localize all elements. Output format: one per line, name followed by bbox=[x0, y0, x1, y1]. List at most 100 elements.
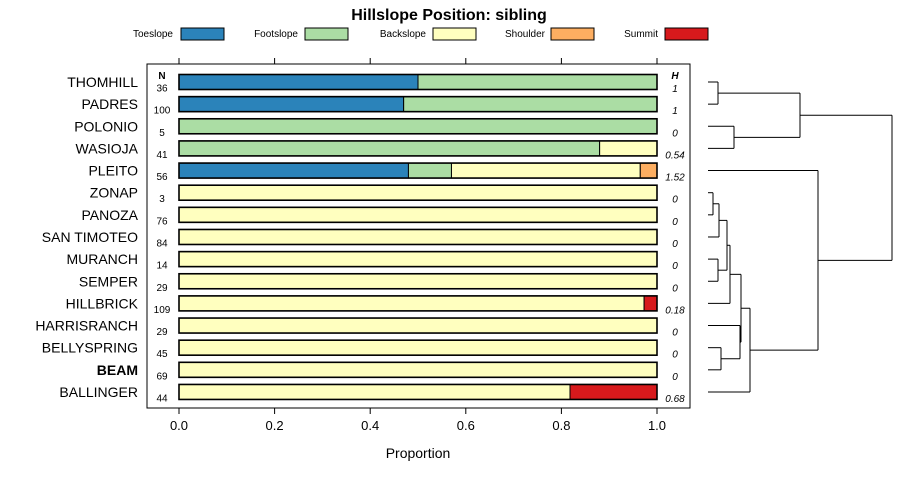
row-panoza: PANOZA 76 0 bbox=[81, 206, 678, 228]
row-san-timoteo: SAN TIMOTEO 84 0 bbox=[42, 228, 678, 250]
bar-outline bbox=[178, 162, 658, 179]
n-value: 5 bbox=[159, 128, 165, 139]
bar-segment-footslope bbox=[417, 74, 658, 90]
bar-segment-backslope bbox=[178, 184, 658, 201]
legend-swatch-footslope bbox=[304, 27, 349, 41]
bar-outline bbox=[178, 228, 658, 246]
bar-segment-backslope bbox=[178, 206, 658, 223]
row-label: HILLBRICK bbox=[66, 295, 139, 311]
row-pleito: PLEITO 56 1.52 bbox=[88, 162, 685, 184]
h-value: 0 bbox=[672, 239, 678, 250]
x-tick-label: 0.4 bbox=[361, 418, 379, 433]
legend-label-backslope: Backslope bbox=[380, 29, 427, 40]
h-value: 0 bbox=[672, 261, 678, 272]
h-value: 0 bbox=[672, 283, 678, 294]
row-label: WASIOJA bbox=[76, 140, 139, 156]
bar-segment-backslope bbox=[178, 361, 658, 378]
h-value: 0 bbox=[672, 128, 678, 139]
bar-outline bbox=[178, 140, 658, 157]
h-value: 0 bbox=[672, 217, 678, 228]
bar-segment-backslope bbox=[178, 251, 658, 268]
h-value: 1 bbox=[672, 106, 678, 117]
row-beam: BEAM 69 0 bbox=[97, 361, 678, 383]
bar-segment-backslope bbox=[178, 339, 658, 356]
bar-segment-backslope bbox=[178, 228, 658, 245]
n-value: 41 bbox=[156, 150, 168, 161]
x-tick-label: 0.2 bbox=[266, 418, 284, 433]
h-value: 0.18 bbox=[665, 305, 685, 316]
row-hillbrick: HILLBRICK 109 0.18 bbox=[66, 295, 685, 316]
bar-segment-backslope bbox=[178, 295, 645, 312]
x-tick-label: 1.0 bbox=[648, 418, 666, 433]
row-label: BALLINGER bbox=[59, 384, 138, 400]
bar-segment-toeslope bbox=[178, 96, 405, 113]
row-muranch: MURANCH 14 0 bbox=[66, 250, 678, 272]
n-value: 100 bbox=[154, 106, 171, 117]
legend-label-footslope: Footslope bbox=[254, 29, 298, 40]
bar-outline bbox=[178, 295, 658, 312]
n-column-header: N bbox=[158, 71, 165, 82]
plot-panel bbox=[146, 63, 691, 409]
n-value: 84 bbox=[156, 238, 168, 249]
n-value: 36 bbox=[156, 84, 168, 95]
h-value: 0 bbox=[672, 195, 678, 206]
bar-outline bbox=[178, 272, 658, 290]
h-value: 1.52 bbox=[665, 173, 685, 184]
bar-segment-backslope bbox=[599, 140, 658, 157]
row-zonap: ZONAP 3 0 bbox=[90, 184, 678, 206]
legend-label-toeslope: Toeslope bbox=[133, 29, 173, 40]
bar-segment-backslope bbox=[178, 383, 571, 400]
n-value: 3 bbox=[159, 194, 165, 205]
n-value: 29 bbox=[156, 283, 168, 294]
bar-segment-toeslope bbox=[178, 162, 409, 179]
row-label: THOMHILL bbox=[67, 74, 138, 90]
h-value: 0 bbox=[672, 350, 678, 361]
row-polonio: POLONIO 5 0 bbox=[74, 117, 678, 139]
bar-segment-toeslope bbox=[178, 74, 419, 90]
legend-swatch-backslope bbox=[432, 27, 477, 41]
h-value: 0.68 bbox=[665, 394, 685, 405]
bar-segment-footslope bbox=[178, 118, 658, 135]
h-value: 0 bbox=[672, 372, 678, 383]
bar-outline bbox=[178, 339, 658, 356]
row-padres: PADRES 100 1 bbox=[81, 95, 678, 117]
bar-segment-footslope bbox=[178, 140, 601, 157]
h-value: 0 bbox=[672, 328, 678, 339]
row-label: PLEITO bbox=[88, 163, 138, 179]
bar-outline bbox=[178, 361, 658, 379]
row-label: POLONIO bbox=[74, 118, 138, 134]
bar-segment-summit bbox=[643, 295, 658, 312]
row-label: BELLYSPRING bbox=[42, 340, 138, 356]
n-value: 109 bbox=[154, 305, 171, 316]
bar-outline bbox=[178, 250, 658, 268]
bar-segment-backslope bbox=[450, 162, 641, 179]
row-ballinger: BALLINGER 44 0.68 bbox=[59, 383, 685, 405]
row-wasioja: WASIOJA 41 0.54 bbox=[76, 140, 685, 161]
row-label: SAN TIMOTEO bbox=[42, 229, 138, 245]
n-value: 44 bbox=[156, 393, 168, 404]
row-thomhill: THOMHILL 36 1 bbox=[67, 73, 678, 95]
bar-outline bbox=[178, 73, 658, 91]
row-label: MURANCH bbox=[66, 251, 138, 267]
dendrogram bbox=[708, 81, 893, 393]
x-axis-label: Proportion bbox=[386, 445, 451, 461]
x-tick-label: 0.8 bbox=[552, 418, 570, 433]
legend-swatch-summit bbox=[664, 27, 709, 41]
x-tick-label: 0.6 bbox=[457, 418, 475, 433]
n-value: 69 bbox=[156, 371, 168, 382]
row-label: PANOZA bbox=[81, 207, 138, 223]
n-value: 14 bbox=[156, 261, 168, 272]
n-value: 29 bbox=[156, 327, 168, 338]
row-label: ZONAP bbox=[90, 185, 138, 201]
row-semper: SEMPER 29 0 bbox=[79, 272, 678, 294]
bar-segment-footslope bbox=[407, 162, 452, 179]
bar-segment-footslope bbox=[403, 96, 658, 113]
legend: Toeslope Footslope Backslope Shoulder Summit bbox=[133, 27, 709, 41]
n-value: 45 bbox=[156, 349, 168, 360]
bar-segment-summit bbox=[569, 383, 658, 400]
legend-swatch-toeslope bbox=[180, 27, 225, 41]
row-label: HARRISRANCH bbox=[35, 318, 138, 334]
bar-outline bbox=[178, 383, 658, 401]
legend-label-summit: Summit bbox=[624, 29, 658, 40]
